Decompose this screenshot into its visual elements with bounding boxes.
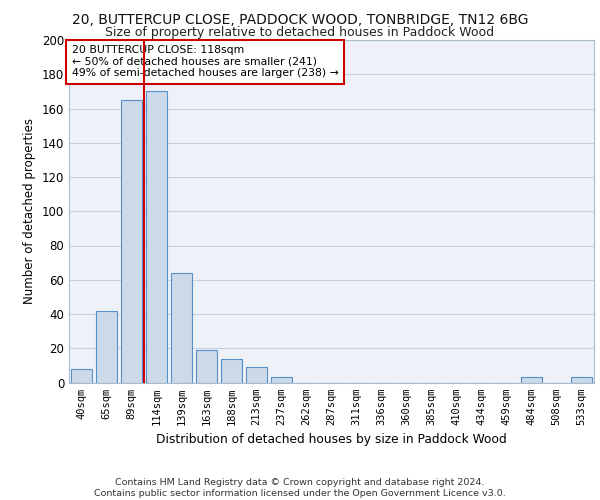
Bar <box>246 367 267 382</box>
Bar <box>96 310 117 382</box>
Bar <box>571 378 592 382</box>
X-axis label: Distribution of detached houses by size in Paddock Wood: Distribution of detached houses by size … <box>156 433 507 446</box>
Text: 20 BUTTERCUP CLOSE: 118sqm
← 50% of detached houses are smaller (241)
49% of sem: 20 BUTTERCUP CLOSE: 118sqm ← 50% of deta… <box>71 45 338 78</box>
Bar <box>221 358 242 382</box>
Text: Contains HM Land Registry data © Crown copyright and database right 2024.
Contai: Contains HM Land Registry data © Crown c… <box>94 478 506 498</box>
Text: 20, BUTTERCUP CLOSE, PADDOCK WOOD, TONBRIDGE, TN12 6BG: 20, BUTTERCUP CLOSE, PADDOCK WOOD, TONBR… <box>72 12 528 26</box>
Bar <box>71 369 92 382</box>
Bar <box>121 100 142 382</box>
Y-axis label: Number of detached properties: Number of detached properties <box>23 118 36 304</box>
Text: Size of property relative to detached houses in Paddock Wood: Size of property relative to detached ho… <box>106 26 494 39</box>
Bar <box>171 273 192 382</box>
Bar <box>271 378 292 382</box>
Bar <box>196 350 217 382</box>
Bar <box>146 92 167 383</box>
Bar <box>521 378 542 382</box>
